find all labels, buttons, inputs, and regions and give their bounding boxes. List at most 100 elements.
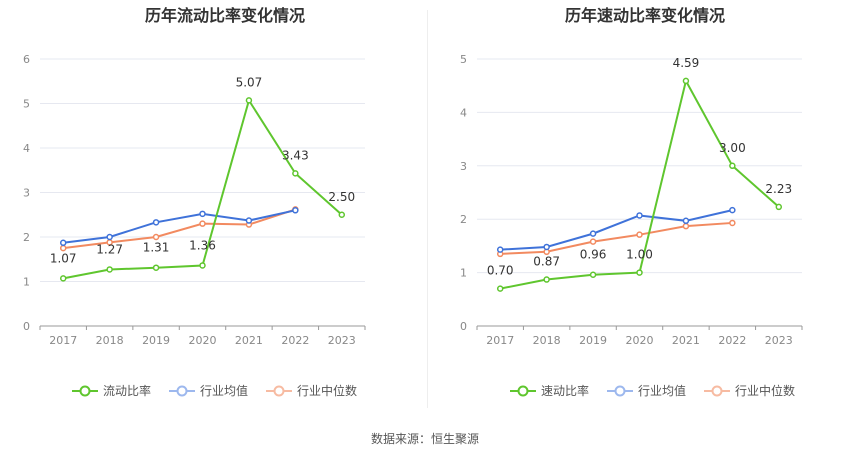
legend-label: 流动比率 — [103, 384, 152, 398]
x-tick-label: 2019 — [142, 334, 170, 347]
data-point — [59, 244, 67, 252]
data-label: 5.07 — [236, 75, 263, 89]
data-label: 3.43 — [282, 148, 309, 162]
y-tick-label: 2 — [23, 231, 30, 244]
data-point — [543, 276, 550, 283]
data-label: 0.70 — [487, 264, 514, 278]
y-tick-label: 3 — [460, 160, 467, 173]
series-line — [63, 209, 296, 244]
x-tick-label: 2017 — [49, 334, 77, 347]
data-point — [636, 212, 643, 219]
data-point — [729, 162, 736, 170]
data-label: 1.27 — [96, 242, 123, 256]
x-tick-label: 2018 — [533, 334, 561, 347]
y-tick-label: 6 — [23, 53, 30, 66]
y-tick-label: 5 — [460, 53, 467, 66]
data-label: 2.23 — [765, 182, 792, 196]
series-line — [500, 221, 733, 255]
y-tick-label: 5 — [23, 98, 30, 111]
legend-label: 行业均值 — [200, 384, 249, 398]
x-tick-label: 2017 — [486, 334, 514, 347]
legend-item-industry-median[interactable]: 行业中位数 — [266, 382, 357, 399]
data-point — [199, 262, 206, 269]
legend-chart2: 速动比率 行业均值 行业中位数 — [510, 382, 813, 399]
data-point — [152, 219, 160, 226]
data-point — [338, 211, 346, 218]
data-label: 1.31 — [143, 241, 170, 255]
legend-marker-icon — [72, 385, 98, 396]
data-label: 3.00 — [719, 141, 746, 155]
x-tick-label: 2021 — [672, 334, 700, 347]
legend-item-quick-ratio[interactable]: 速动比率 — [510, 382, 589, 399]
data-point — [59, 239, 67, 247]
data-label: 1.00 — [626, 248, 653, 262]
legend-label: 行业中位数 — [735, 384, 796, 398]
data-label: 0.96 — [580, 248, 607, 262]
data-point — [682, 77, 690, 85]
x-tick-label: 2023 — [328, 334, 356, 347]
data-point — [496, 246, 504, 253]
legend-marker-icon — [266, 385, 293, 396]
y-tick-label: 1 — [460, 267, 467, 280]
legend-item-industry-median[interactable]: 行业中位数 — [704, 382, 795, 399]
y-tick-label: 0 — [23, 320, 30, 333]
legend-item-current-ratio[interactable]: 流动比率 — [72, 382, 151, 399]
series-line — [500, 209, 733, 251]
y-tick-label: 4 — [23, 142, 30, 155]
data-point — [199, 220, 206, 227]
data-point — [729, 206, 736, 214]
data-point — [59, 275, 67, 282]
data-label: 4.59 — [673, 56, 700, 70]
legend-marker-icon — [169, 385, 196, 396]
x-tick-label: 2023 — [765, 334, 793, 347]
data-point — [775, 203, 783, 211]
y-tick-label: 2 — [460, 213, 467, 226]
legend-label: 速动比率 — [541, 384, 590, 398]
data-point — [589, 230, 597, 237]
x-tick-label: 2022 — [281, 334, 309, 347]
data-label: 2.50 — [328, 190, 355, 204]
series-line — [63, 208, 296, 250]
y-tick-label: 4 — [460, 106, 467, 119]
data-label: 1.36 — [189, 238, 216, 252]
legend-label: 行业均值 — [638, 384, 687, 398]
data-point — [636, 231, 643, 238]
y-tick-label: 0 — [460, 320, 467, 333]
legend-item-industry-mean[interactable]: 行业均值 — [607, 382, 686, 399]
x-tick-label: 2022 — [718, 334, 746, 347]
chart-divider — [427, 10, 428, 408]
data-point — [589, 238, 597, 245]
x-tick-label: 2018 — [96, 334, 124, 347]
data-point — [152, 264, 160, 271]
data-point — [292, 207, 299, 214]
data-point — [636, 269, 643, 276]
data-point — [106, 233, 113, 241]
data-label: 1.07 — [50, 251, 77, 265]
data-point — [496, 285, 504, 292]
x-tick-label: 2020 — [626, 334, 654, 347]
data-point — [729, 219, 736, 227]
data-point — [245, 217, 253, 224]
legend-item-industry-mean[interactable]: 行业均值 — [169, 382, 248, 399]
data-point — [152, 233, 160, 241]
legend-marker-icon — [704, 385, 731, 396]
x-tick-label: 2020 — [189, 334, 217, 347]
legend-marker-icon — [510, 385, 536, 396]
data-point — [106, 266, 113, 273]
legend-marker-icon — [607, 385, 634, 396]
chart-title-quick-ratio: 历年速动比率变化情况 — [564, 6, 725, 25]
y-tick-label: 3 — [23, 187, 30, 200]
data-point — [682, 222, 690, 230]
x-tick-label: 2021 — [235, 334, 263, 347]
y-tick-label: 1 — [23, 276, 30, 289]
data-label: 0.87 — [533, 255, 560, 269]
legend-label: 行业中位数 — [297, 384, 358, 398]
data-point — [199, 210, 206, 218]
data-point — [682, 217, 690, 225]
data-point — [245, 97, 253, 104]
data-source-note: 数据来源：恒生聚源 — [370, 432, 479, 446]
chart-title-current-ratio: 历年流动比率变化情况 — [144, 6, 305, 25]
legend-chart1: 流动比率 行业均值 行业中位数 — [72, 382, 375, 399]
data-point — [543, 243, 550, 251]
